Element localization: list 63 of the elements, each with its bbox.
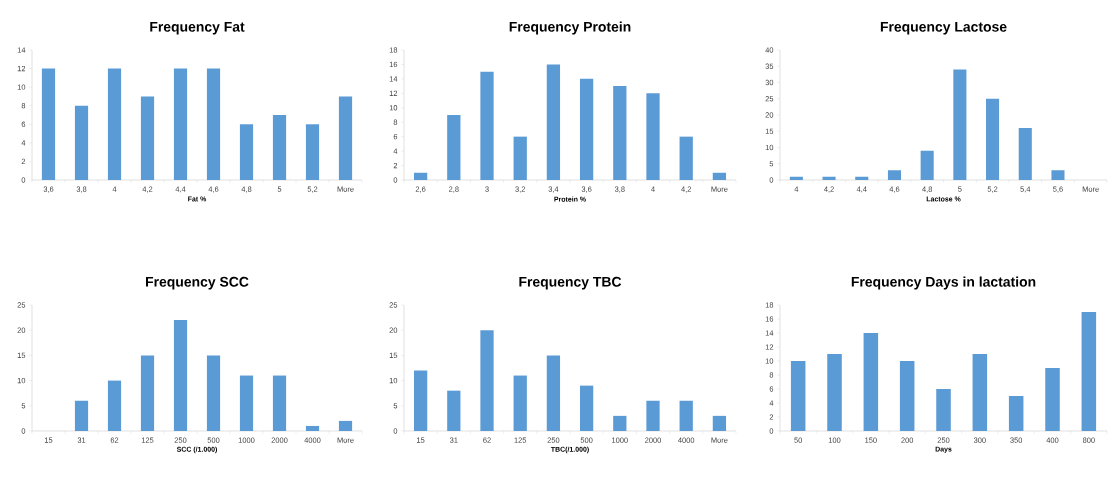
bar — [887, 170, 901, 180]
bar — [936, 388, 951, 431]
bar — [855, 176, 869, 180]
bar — [41, 68, 56, 180]
bar — [239, 124, 254, 180]
bar — [972, 353, 988, 431]
bar — [305, 425, 320, 431]
bar — [646, 400, 660, 431]
bar — [74, 400, 89, 431]
bar — [206, 355, 221, 431]
bar — [447, 390, 461, 431]
chart-title: Frequency TBC — [519, 276, 622, 290]
bar — [305, 124, 320, 180]
bar — [173, 68, 188, 180]
bar — [1045, 367, 1060, 431]
bar — [140, 96, 155, 180]
bar — [863, 332, 879, 431]
bar — [513, 375, 527, 431]
bar — [822, 176, 836, 180]
bar — [613, 86, 627, 180]
bar — [239, 375, 254, 431]
bar — [827, 353, 842, 431]
bar — [613, 415, 627, 431]
bar — [338, 96, 353, 180]
bar — [173, 320, 188, 431]
bar — [413, 172, 428, 180]
bar — [546, 64, 561, 180]
bar — [712, 172, 727, 180]
bar — [1008, 395, 1024, 431]
bar — [679, 400, 693, 431]
bar — [338, 420, 353, 431]
bar — [646, 93, 660, 180]
bar — [1018, 127, 1032, 180]
bar — [74, 105, 89, 180]
bar — [413, 370, 428, 431]
bar — [1081, 311, 1097, 431]
chart-title: Frequency Days in lactation — [851, 276, 1036, 290]
chart-title: Frequency SCC — [146, 276, 249, 290]
bar — [986, 98, 1000, 180]
bar — [447, 114, 461, 180]
bar — [546, 355, 561, 431]
bar — [579, 78, 594, 180]
bar — [513, 136, 527, 180]
chart-title: Frequency Lactose — [880, 22, 1007, 35]
bar — [790, 360, 806, 431]
bar — [789, 176, 803, 180]
bar — [920, 150, 934, 180]
bar — [579, 385, 594, 431]
bar — [712, 415, 727, 431]
bar — [140, 355, 155, 431]
bar — [953, 69, 967, 180]
bar — [679, 136, 693, 180]
bar — [107, 68, 122, 180]
chart-title: Frequency Fat — [150, 22, 245, 35]
bar — [272, 114, 287, 180]
bar — [107, 380, 122, 431]
bar — [1051, 170, 1065, 180]
chart-title: Frequency Protein — [509, 21, 631, 35]
bar — [899, 360, 915, 431]
bar — [480, 330, 494, 431]
bar — [206, 68, 221, 180]
bar — [480, 71, 494, 180]
bar — [272, 375, 287, 431]
